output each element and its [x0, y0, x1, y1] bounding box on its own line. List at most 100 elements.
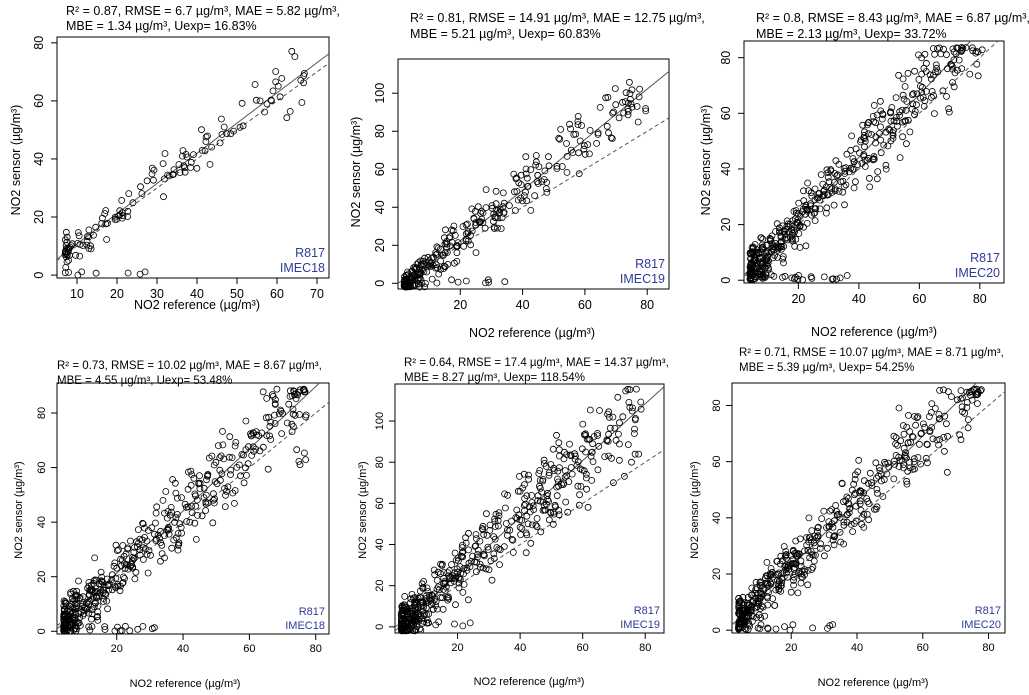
data-point: [424, 253, 432, 261]
data-point: [581, 150, 589, 158]
data-point: [870, 102, 878, 109]
data-point: [954, 66, 961, 74]
data-point: [885, 125, 893, 133]
data-point: [169, 171, 177, 178]
data-point: [210, 496, 217, 504]
x-tick-label: 80: [973, 292, 987, 306]
data-point: [87, 581, 95, 589]
y-tick-label: 20: [719, 218, 733, 232]
data-point: [757, 234, 765, 242]
y-tick-label: 80: [711, 399, 723, 411]
data-point: [101, 623, 109, 630]
data-point: [513, 515, 521, 522]
x-tick-label: 20: [453, 298, 467, 312]
data-point: [955, 56, 963, 64]
data-point: [545, 516, 553, 524]
data-point: [873, 503, 881, 511]
data-point: [624, 385, 632, 393]
data-point: [418, 602, 426, 609]
data-point: [906, 464, 914, 472]
data-point: [130, 555, 138, 562]
data-point: [444, 569, 452, 576]
data-point: [581, 142, 588, 150]
data-point: [868, 479, 875, 487]
data-point: [928, 400, 936, 408]
data-point: [642, 105, 649, 112]
data-point: [939, 87, 947, 95]
data-point: [801, 547, 808, 555]
data-point: [567, 451, 574, 459]
data-point: [271, 396, 279, 404]
data-point: [184, 485, 192, 493]
data-point: [544, 496, 551, 504]
data-point: [911, 108, 919, 115]
data-point: [444, 260, 452, 268]
data-point: [139, 519, 147, 527]
data-point: [264, 465, 272, 473]
data-point: [967, 391, 974, 399]
data-point: [863, 156, 871, 164]
data-point: [935, 410, 943, 418]
data-point: [534, 497, 542, 504]
data-point: [460, 570, 467, 578]
data-point: [221, 503, 229, 511]
data-point: [964, 416, 972, 424]
data-point: [750, 598, 757, 605]
data-point: [582, 430, 589, 438]
y-tick-label: 60: [711, 456, 723, 468]
data-point: [259, 388, 267, 396]
data-point: [493, 544, 501, 551]
data-point: [926, 71, 934, 79]
data-point: [866, 174, 873, 182]
data-point: [80, 606, 88, 614]
data-point: [403, 618, 411, 625]
data-point: [202, 491, 210, 499]
data-point: [884, 142, 892, 150]
data-point: [525, 471, 532, 479]
y-axis-label: NO2 sensor (µg/m³): [689, 461, 701, 558]
data-point: [594, 466, 602, 474]
data-point: [124, 207, 132, 215]
data-point: [433, 585, 441, 593]
stats-line-1: R² = 0.81, RMSE = 14.91 µg/m³, MAE = 12.…: [410, 11, 705, 25]
data-point: [462, 230, 470, 238]
data-point: [842, 164, 850, 172]
data-point: [739, 593, 747, 601]
data-point: [932, 61, 940, 69]
data-point: [852, 178, 859, 186]
data-point: [467, 241, 475, 249]
data-point: [748, 591, 755, 599]
data-point: [580, 145, 588, 153]
data-point: [261, 108, 269, 116]
data-point: [472, 219, 480, 226]
data-point: [412, 264, 420, 272]
data-point: [479, 209, 487, 217]
data-point: [472, 221, 480, 229]
data-point: [476, 537, 484, 545]
data-point: [588, 448, 596, 456]
data-point: [126, 537, 134, 545]
data-point: [752, 272, 759, 280]
data-point: [62, 228, 70, 236]
data-point: [88, 623, 96, 630]
data-point: [181, 168, 189, 176]
data-point: [820, 273, 828, 281]
data-point: [833, 172, 841, 180]
x-tick-label: 20: [110, 287, 124, 301]
data-point: [178, 152, 186, 160]
data-point: [143, 537, 151, 545]
data-point: [837, 178, 845, 186]
data-point: [501, 504, 509, 512]
data-point: [534, 492, 542, 500]
data-point: [865, 500, 873, 508]
data-point: [172, 489, 180, 497]
data-point: [851, 471, 859, 479]
data-point: [161, 150, 169, 157]
data-point: [491, 523, 499, 530]
data-point: [256, 97, 264, 105]
data-point: [262, 414, 270, 422]
y-tick-label: 0: [36, 628, 48, 634]
data-point: [543, 188, 551, 196]
data-point: [892, 94, 900, 101]
data-point: [128, 554, 136, 561]
